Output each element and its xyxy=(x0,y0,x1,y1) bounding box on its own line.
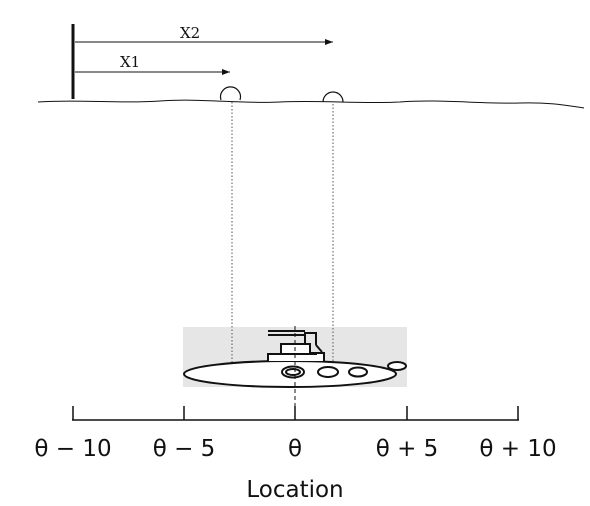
submarine-rudder xyxy=(387,361,407,371)
x2-arrowhead xyxy=(325,39,333,45)
sea-surface-group: X2 X1 xyxy=(37,24,585,109)
submarine xyxy=(183,330,407,388)
sea-surface-line xyxy=(37,99,585,109)
location-axis xyxy=(72,406,519,421)
submarine-porthole-3 xyxy=(348,366,368,378)
axis-tick-label: θ − 5 xyxy=(153,436,216,462)
axis-tick-label: θ xyxy=(288,436,302,462)
x2-label: X2 xyxy=(180,24,200,42)
submarine-porthole-2 xyxy=(317,366,339,378)
submarine-periscope xyxy=(268,330,323,353)
buoy-2 xyxy=(322,91,344,103)
submarine-porthole-1 xyxy=(281,365,305,379)
axis-title: Location xyxy=(246,477,343,503)
x1-label: X1 xyxy=(120,53,140,71)
submarine-porthole-1-inner xyxy=(285,368,301,376)
axis-tick-label: θ + 10 xyxy=(479,436,556,462)
axis-tick-label: θ + 5 xyxy=(376,436,439,462)
buoy-1 xyxy=(219,86,242,101)
axis-tick-label: θ − 10 xyxy=(34,436,111,462)
x1-arrowhead xyxy=(222,69,230,75)
